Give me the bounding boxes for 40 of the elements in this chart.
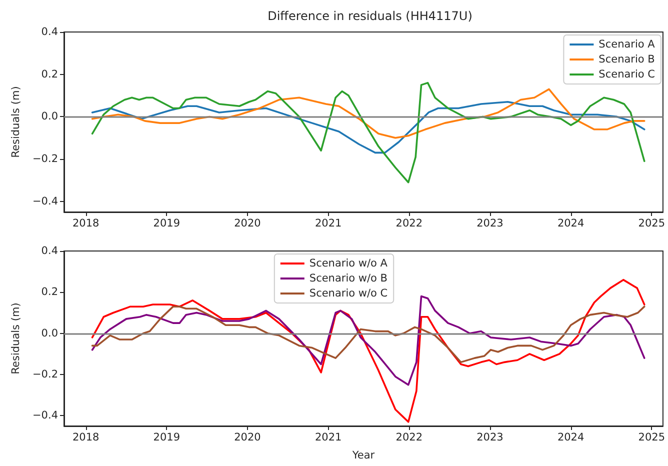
y-tick-label: 0.0 [41, 327, 58, 340]
line-series [91, 88, 646, 139]
line-series [91, 100, 646, 154]
chart-title: Difference in residuals (HH4117U) [268, 9, 472, 23]
y-tick-label: −0.2 [32, 153, 58, 166]
x-tick-label: 2020 [234, 218, 261, 230]
x-tick-label: 2024 [557, 432, 584, 444]
x-tick-label: 2024 [557, 218, 584, 230]
x-tick-label: 2022 [396, 218, 423, 230]
x-tick-label: 2023 [476, 432, 504, 444]
legend-label: Scenario w/o A [309, 258, 388, 270]
y-axis-title: Residuals (m) [10, 302, 22, 374]
x-tick-label: 2018 [72, 218, 100, 230]
y-tick-label: −0.2 [32, 368, 58, 381]
x-tick-label: 2021 [314, 432, 342, 444]
x-axis-title: Year [351, 450, 376, 462]
y-tick-label: 0.2 [41, 68, 58, 80]
legend-label: Scenario C [598, 68, 656, 80]
y-tick-label: 0.4 [41, 26, 58, 38]
x-tick-label: 2023 [476, 218, 504, 230]
x-tick-label: 2022 [396, 432, 423, 444]
legend-label: Scenario w/o B [309, 272, 388, 284]
y-tick-label: 0.2 [41, 286, 58, 298]
y-tick-label: 0.4 [41, 245, 58, 257]
line-series [91, 82, 646, 184]
legend-label: Scenario B [598, 54, 655, 66]
legend-label: Scenario A [598, 38, 656, 50]
y-tick-label: −0.4 [32, 410, 58, 422]
y-axis-title: Residuals (m) [10, 86, 22, 158]
x-tick-label: 2019 [153, 218, 180, 230]
x-tick-label: 2025 [638, 218, 666, 230]
y-tick-label: −0.4 [32, 195, 58, 208]
x-tick-label: 2019 [153, 432, 180, 444]
legend-label: Scenario w/o C [309, 288, 388, 300]
x-tick-label: 2021 [314, 218, 342, 230]
y-tick-label: 0.0 [41, 110, 58, 123]
line-series [91, 306, 646, 364]
x-tick-label: 2018 [72, 432, 100, 444]
x-tick-label: 2025 [638, 432, 666, 444]
x-tick-label: 2020 [234, 432, 261, 444]
